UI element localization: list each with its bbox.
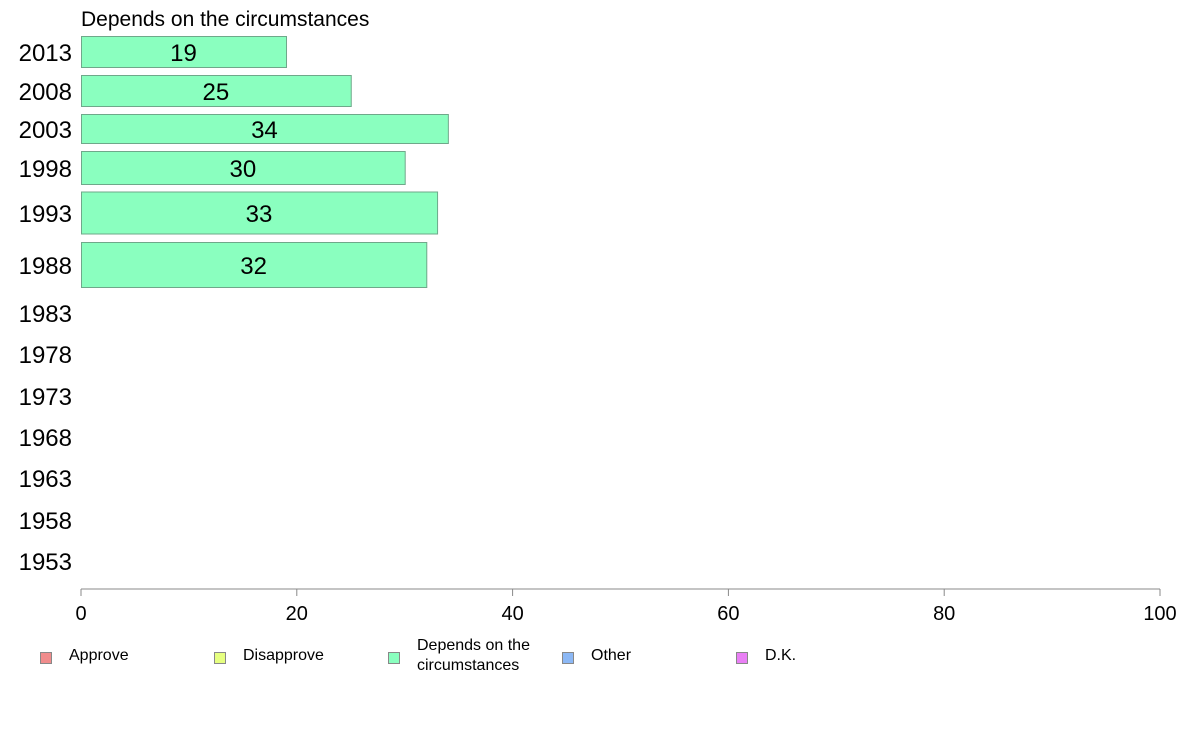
bar-2003 [81, 114, 449, 144]
legend-swatch-other [562, 652, 574, 664]
x-tick-label-40: 40 [501, 603, 523, 625]
bar-value-label-1988: 32 [240, 253, 267, 280]
legend-label-disapprove: Disapprove [243, 647, 324, 664]
x-tick-label-60: 60 [717, 603, 739, 625]
year-label-2008: 2008 [19, 79, 72, 106]
bar-2008 [81, 75, 352, 107]
x-tick-label-0: 0 [75, 603, 86, 625]
year-label-1963: 1963 [19, 466, 72, 493]
year-label-1993: 1993 [19, 201, 72, 228]
year-label-1988: 1988 [19, 253, 72, 280]
legend: Approve Disapprove Depends on the circum… [0, 636, 1188, 686]
bar-value-label-2013: 19 [170, 40, 197, 67]
legend-swatch-depends [388, 652, 400, 664]
bar-1988 [81, 242, 428, 288]
legend-label-other: Other [591, 647, 632, 664]
legend-swatch-approve [40, 652, 52, 664]
bar-value-label-1998: 30 [229, 156, 256, 183]
x-tick-label-100: 100 [1143, 603, 1176, 625]
x-tick-label-20: 20 [286, 603, 308, 625]
legend-item-disapprove: Disapprove [214, 636, 324, 666]
legend-swatch-disapprove [214, 652, 226, 664]
year-label-1978: 1978 [19, 342, 72, 369]
year-label-1958: 1958 [19, 508, 72, 535]
legend-item-depends: Depends on the circumstances [388, 636, 530, 676]
legend-item-dk: D.K. [736, 636, 796, 666]
chart-title: Depends on the circumstances [81, 8, 369, 31]
bar-2013 [81, 36, 288, 68]
bar-value-label-2003: 34 [251, 117, 278, 144]
x-tick-label-80: 80 [933, 603, 955, 625]
year-label-1953: 1953 [19, 549, 72, 576]
x-axis: 0 20 40 60 80 100 [75, 588, 1177, 625]
legend-label-depends: Depends on the circumstances [417, 637, 530, 674]
bar-1993 [81, 191, 439, 235]
year-label-1998: 1998 [19, 156, 72, 183]
legend-swatch-dk [736, 652, 748, 664]
legend-label-approve: Approve [69, 647, 129, 664]
year-labels-group: 2013 2008 2003 1998 1993 1988 1983 1978 1973 1968… [19, 40, 72, 576]
legend-item-approve: Approve [40, 636, 129, 666]
year-label-1968: 1968 [19, 425, 72, 452]
year-label-2013: 2013 [19, 40, 72, 67]
year-label-2003: 2003 [19, 117, 72, 144]
bar-value-label-1993: 33 [246, 201, 273, 228]
bar-value-label-2008: 25 [203, 79, 230, 106]
bar-1998 [81, 151, 406, 185]
year-label-1983: 1983 [19, 301, 72, 328]
legend-label-dk: D.K. [765, 647, 797, 664]
year-label-1973: 1973 [19, 384, 72, 411]
legend-item-other: Other [562, 636, 631, 666]
